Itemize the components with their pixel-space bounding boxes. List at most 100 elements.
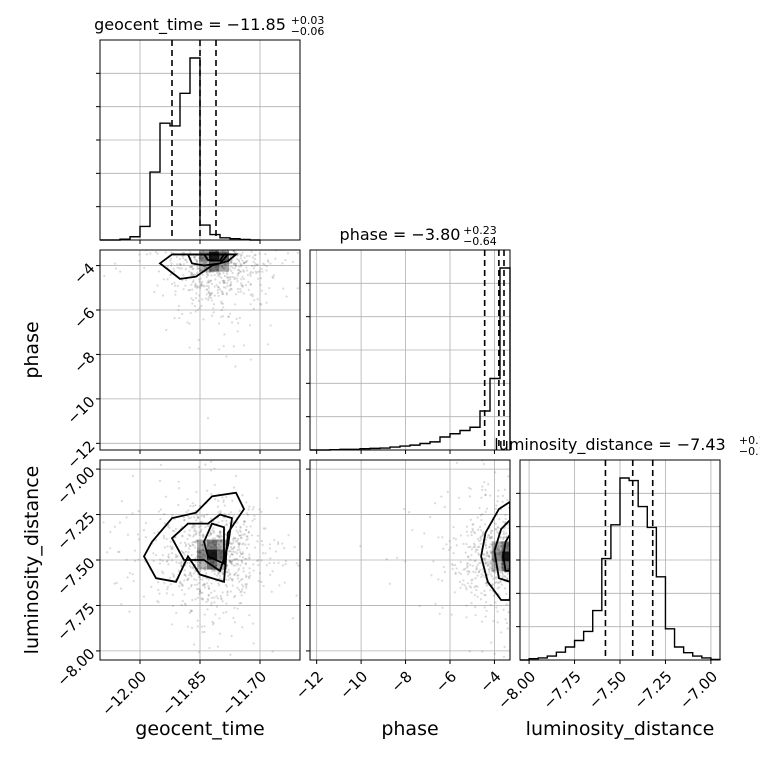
sample-point [543,529,545,531]
sample-point [568,564,570,566]
sample-point [195,219,197,221]
sample-point [243,261,246,264]
sample-point [511,569,513,571]
sample-point [238,548,241,551]
sample-point [163,546,166,549]
sample-point [230,542,233,546]
sample-point [230,288,233,291]
sample-point [225,585,228,588]
contour-level [170,513,234,573]
sample-point [481,485,484,488]
sample-point [242,292,245,295]
sample-point [187,547,191,550]
sample-point [216,286,220,289]
sample-point [442,565,445,569]
sample-point [486,573,489,576]
sample-point [256,298,259,301]
sample-point [207,587,210,590]
sample-point [237,290,240,294]
sample-point [194,557,197,560]
y-tick-label: −8 [70,348,98,376]
sample-point [145,253,148,256]
sample-point [178,316,181,320]
sample-point [202,514,206,517]
sample-point [264,552,267,555]
sample-point [158,562,162,565]
sample-point [225,610,228,614]
sample-point [182,263,185,266]
sample-point [543,544,545,546]
sample-point [249,574,252,577]
sample-point [497,581,500,585]
sample-point [252,307,255,310]
sample-point [498,581,501,584]
sample-point [228,276,231,279]
sample-point [553,621,555,623]
sample-point [487,567,491,571]
sample-point [133,549,137,552]
sample-point [194,236,196,238]
sample-point [516,572,518,574]
sample-point [192,524,196,527]
sample-point [495,580,498,584]
sample-point [514,529,516,531]
sample-point [466,565,469,568]
sample-point [530,524,532,526]
sample-point [285,242,287,244]
sample-point [205,513,208,516]
sample-point [233,558,237,561]
sample-point [533,543,535,545]
sample-point [277,541,280,544]
sample-point [504,575,507,578]
sample-point [221,246,223,248]
sample-point [477,570,481,573]
sample-point [217,542,220,546]
sample-point [184,545,187,548]
sample-point [247,530,251,534]
sample-point [490,550,493,553]
sample-point [257,564,260,567]
sample-point [526,522,528,524]
sample-point [166,587,169,591]
sample-point [371,264,373,266]
sample-point [475,548,478,551]
sample-point [233,276,237,279]
sample-point [233,596,236,599]
sample-point [536,548,538,550]
sample-point [234,303,237,306]
sample-point [102,521,105,524]
sample-point [197,267,200,270]
sample-point [227,550,230,553]
sample-point [251,508,254,511]
sample-point [198,564,201,567]
sample-point [260,289,263,292]
sample-point [183,251,186,255]
sample-point [242,344,246,347]
sample-point [257,213,259,215]
x-tick-label: −4 [476,668,504,696]
sample-point [187,577,190,580]
sample-point [199,257,203,260]
sample-point [533,554,535,556]
sample-point [212,311,215,314]
sample-point [211,210,213,212]
sample-point [191,502,194,505]
sample-point [187,246,189,248]
sample-point [510,570,512,572]
sample-point [541,597,543,599]
sample-point [532,535,534,537]
sample-point [203,515,206,519]
sample-point [193,304,197,308]
sample-point [213,573,216,576]
x-tick-label: −11.85 [158,668,210,720]
sample-point [233,621,237,624]
sample-point [554,532,556,534]
sample-point [246,535,249,538]
sample-point [513,568,515,570]
sample-point [469,558,472,562]
sample-point [527,603,529,605]
sample-point [483,557,486,560]
sample-point [523,612,525,614]
sample-point [246,259,249,262]
sample-point [512,566,514,568]
